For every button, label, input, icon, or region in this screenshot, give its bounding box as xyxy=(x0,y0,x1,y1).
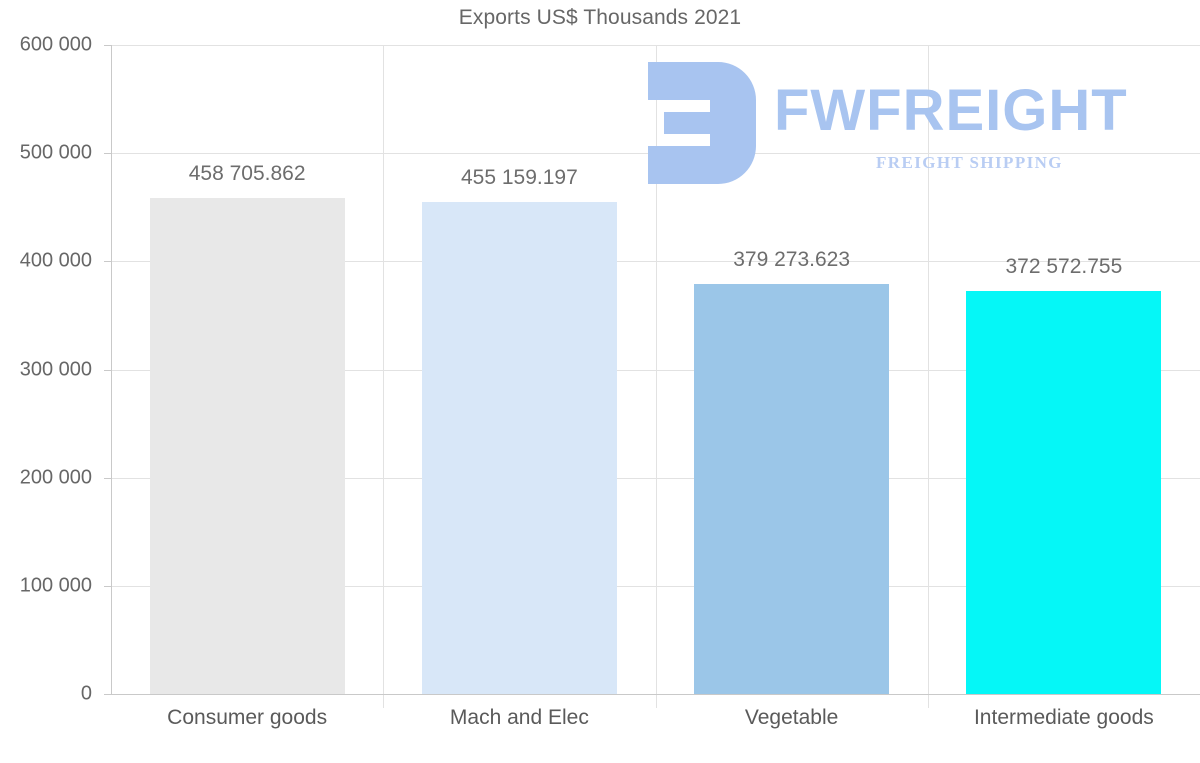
y-axis-tick-label: 600 000 xyxy=(19,33,92,56)
gridline-vertical xyxy=(383,45,385,708)
y-axis-tick-label: 0 xyxy=(80,682,92,705)
x-axis-line xyxy=(111,694,1200,695)
x-axis-category-label: Vegetable xyxy=(744,706,839,729)
bar-value-label: 455 159.197 xyxy=(460,165,578,189)
bar-mach-and-elec[interactable] xyxy=(421,201,617,694)
gridline-vertical xyxy=(655,45,657,708)
bar-value-label: 379 273.623 xyxy=(733,247,851,271)
y-axis-tick-mark xyxy=(104,585,111,587)
y-axis-tick-mark xyxy=(104,153,111,155)
y-axis-line xyxy=(111,45,112,695)
y-axis-tick-label: 400 000 xyxy=(19,249,92,272)
y-axis-tick-mark xyxy=(104,477,111,479)
y-axis-tick-mark xyxy=(104,45,111,46)
bar-value-label: 458 705.862 xyxy=(188,161,306,185)
bar-vegetable[interactable] xyxy=(694,283,890,694)
y-axis-tick-label: 500 000 xyxy=(19,141,92,164)
y-axis-tick-label: 200 000 xyxy=(19,466,92,489)
chart-title: Exports US$ Thousands 2021 xyxy=(458,6,742,29)
x-axis-category-label: Consumer goods xyxy=(167,706,328,729)
y-axis-tick-label: 300 000 xyxy=(19,358,92,380)
bar-value-label: 372 572.755 xyxy=(1005,255,1123,278)
x-axis-category-label: Mach and Elec xyxy=(449,706,589,729)
gridline-vertical xyxy=(927,45,929,708)
y-axis-tick-mark xyxy=(104,369,111,371)
x-axis-category-label: Intermediate goods xyxy=(973,706,1154,729)
bar-consumer-goods[interactable] xyxy=(149,197,345,694)
y-axis-tick-mark xyxy=(104,694,111,695)
y-axis-tick-mark xyxy=(104,261,111,263)
bar-intermediate-goods[interactable] xyxy=(966,291,1162,694)
y-axis-tick-label: 100 000 xyxy=(19,574,92,597)
